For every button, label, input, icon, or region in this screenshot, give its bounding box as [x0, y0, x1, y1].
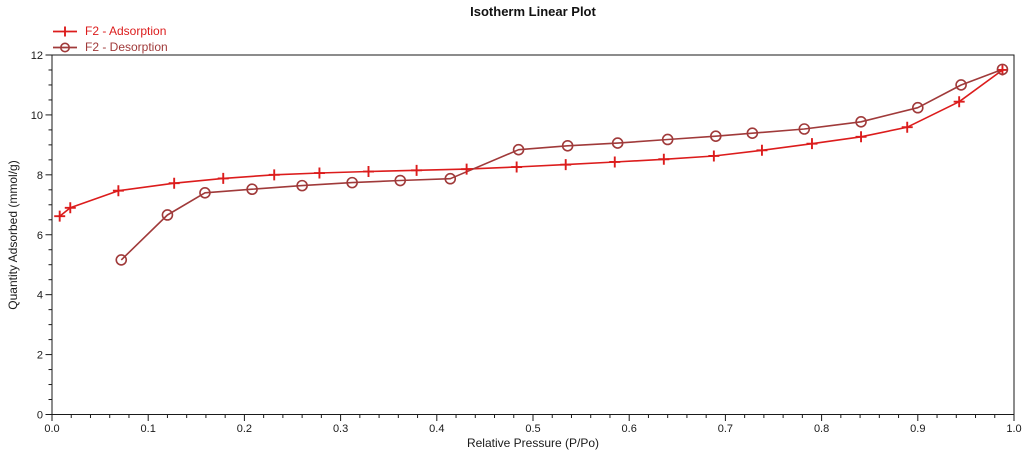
y-tick-label: 4 — [37, 290, 43, 302]
circle-marker — [199, 187, 211, 199]
circle-marker — [561, 139, 574, 152]
y-axis-label: Quantity Adsorbed (mmol/g) — [6, 160, 20, 310]
circle-marker — [798, 123, 811, 135]
x-tick-label: 1.0 — [1006, 423, 1021, 435]
legend-item-desorption: F2 - Desorption — [52, 40, 168, 54]
plus-marker — [560, 159, 572, 171]
plus-marker — [64, 202, 76, 214]
plus-marker — [313, 167, 325, 179]
circle-marker — [161, 209, 174, 221]
plus-marker — [901, 121, 913, 133]
circle-marker — [115, 254, 128, 266]
circle-marker — [611, 137, 624, 149]
plus-marker — [112, 185, 124, 197]
x-tick-label: 0.7 — [718, 423, 733, 435]
x-tick-label: 0.8 — [814, 423, 829, 435]
legend-label-adsorption: F2 - Adsorption — [85, 23, 167, 38]
circle-marker — [661, 133, 674, 146]
chart-legend: F2 - Adsorption F2 - Desorption — [52, 24, 168, 54]
plus-marker — [54, 210, 66, 222]
series-line-f2-desorption — [120, 68, 1003, 261]
x-axis-label: Relative Pressure (P/Po) — [466, 436, 600, 450]
plus-marker — [953, 96, 965, 108]
plus-marker — [756, 144, 768, 156]
circle-marker — [512, 143, 525, 156]
x-tick-label: 0.0 — [44, 423, 59, 435]
circle-marker — [346, 176, 358, 189]
plus-marker — [217, 172, 229, 184]
circle-marker — [296, 179, 308, 192]
y-tick-label: 2 — [37, 350, 43, 362]
circle-marker — [394, 174, 407, 187]
circle-marker-icon — [53, 42, 77, 52]
y-tick-label: 6 — [37, 230, 43, 242]
plus-marker — [855, 131, 867, 143]
plus-marker — [511, 161, 523, 173]
plus-marker — [168, 177, 180, 189]
plus-marker — [411, 164, 423, 176]
plus-marker — [362, 166, 374, 178]
plot-border — [51, 54, 1015, 415]
x-tick-label: 0.3 — [333, 423, 348, 435]
x-tick-label: 0.9 — [910, 423, 925, 435]
plus-marker — [461, 163, 473, 175]
plus-marker — [268, 169, 280, 181]
circle-marker — [709, 130, 722, 142]
x-tick-label: 0.2 — [237, 423, 252, 435]
chart-title: Isotherm Linear Plot — [470, 4, 596, 19]
y-tick-label: 8 — [37, 170, 43, 182]
x-tick-label: 0.1 — [141, 423, 156, 435]
x-tick-label: 0.4 — [429, 423, 444, 435]
plus-marker — [708, 150, 720, 162]
legend-item-adsorption: F2 - Adsorption — [52, 24, 168, 38]
y-tick-label: 10 — [31, 110, 43, 122]
circle-marker — [246, 183, 258, 196]
circle-marker — [955, 79, 967, 91]
circle-marker — [855, 116, 867, 128]
circle-marker — [444, 172, 457, 185]
circle-marker — [746, 127, 759, 139]
plus-marker — [658, 153, 670, 165]
x-tick-label: 0.5 — [525, 423, 540, 435]
y-tick-label: 12 — [31, 50, 43, 62]
x-tick-label: 0.6 — [622, 423, 637, 435]
legend-label-desorption: F2 - Desorption — [85, 39, 168, 54]
plus-marker-icon — [53, 26, 77, 36]
circle-marker — [911, 101, 924, 114]
plus-marker — [609, 156, 621, 168]
circle-marker — [996, 63, 1009, 76]
plus-marker — [806, 138, 818, 150]
y-tick-label: 0 — [37, 410, 43, 422]
